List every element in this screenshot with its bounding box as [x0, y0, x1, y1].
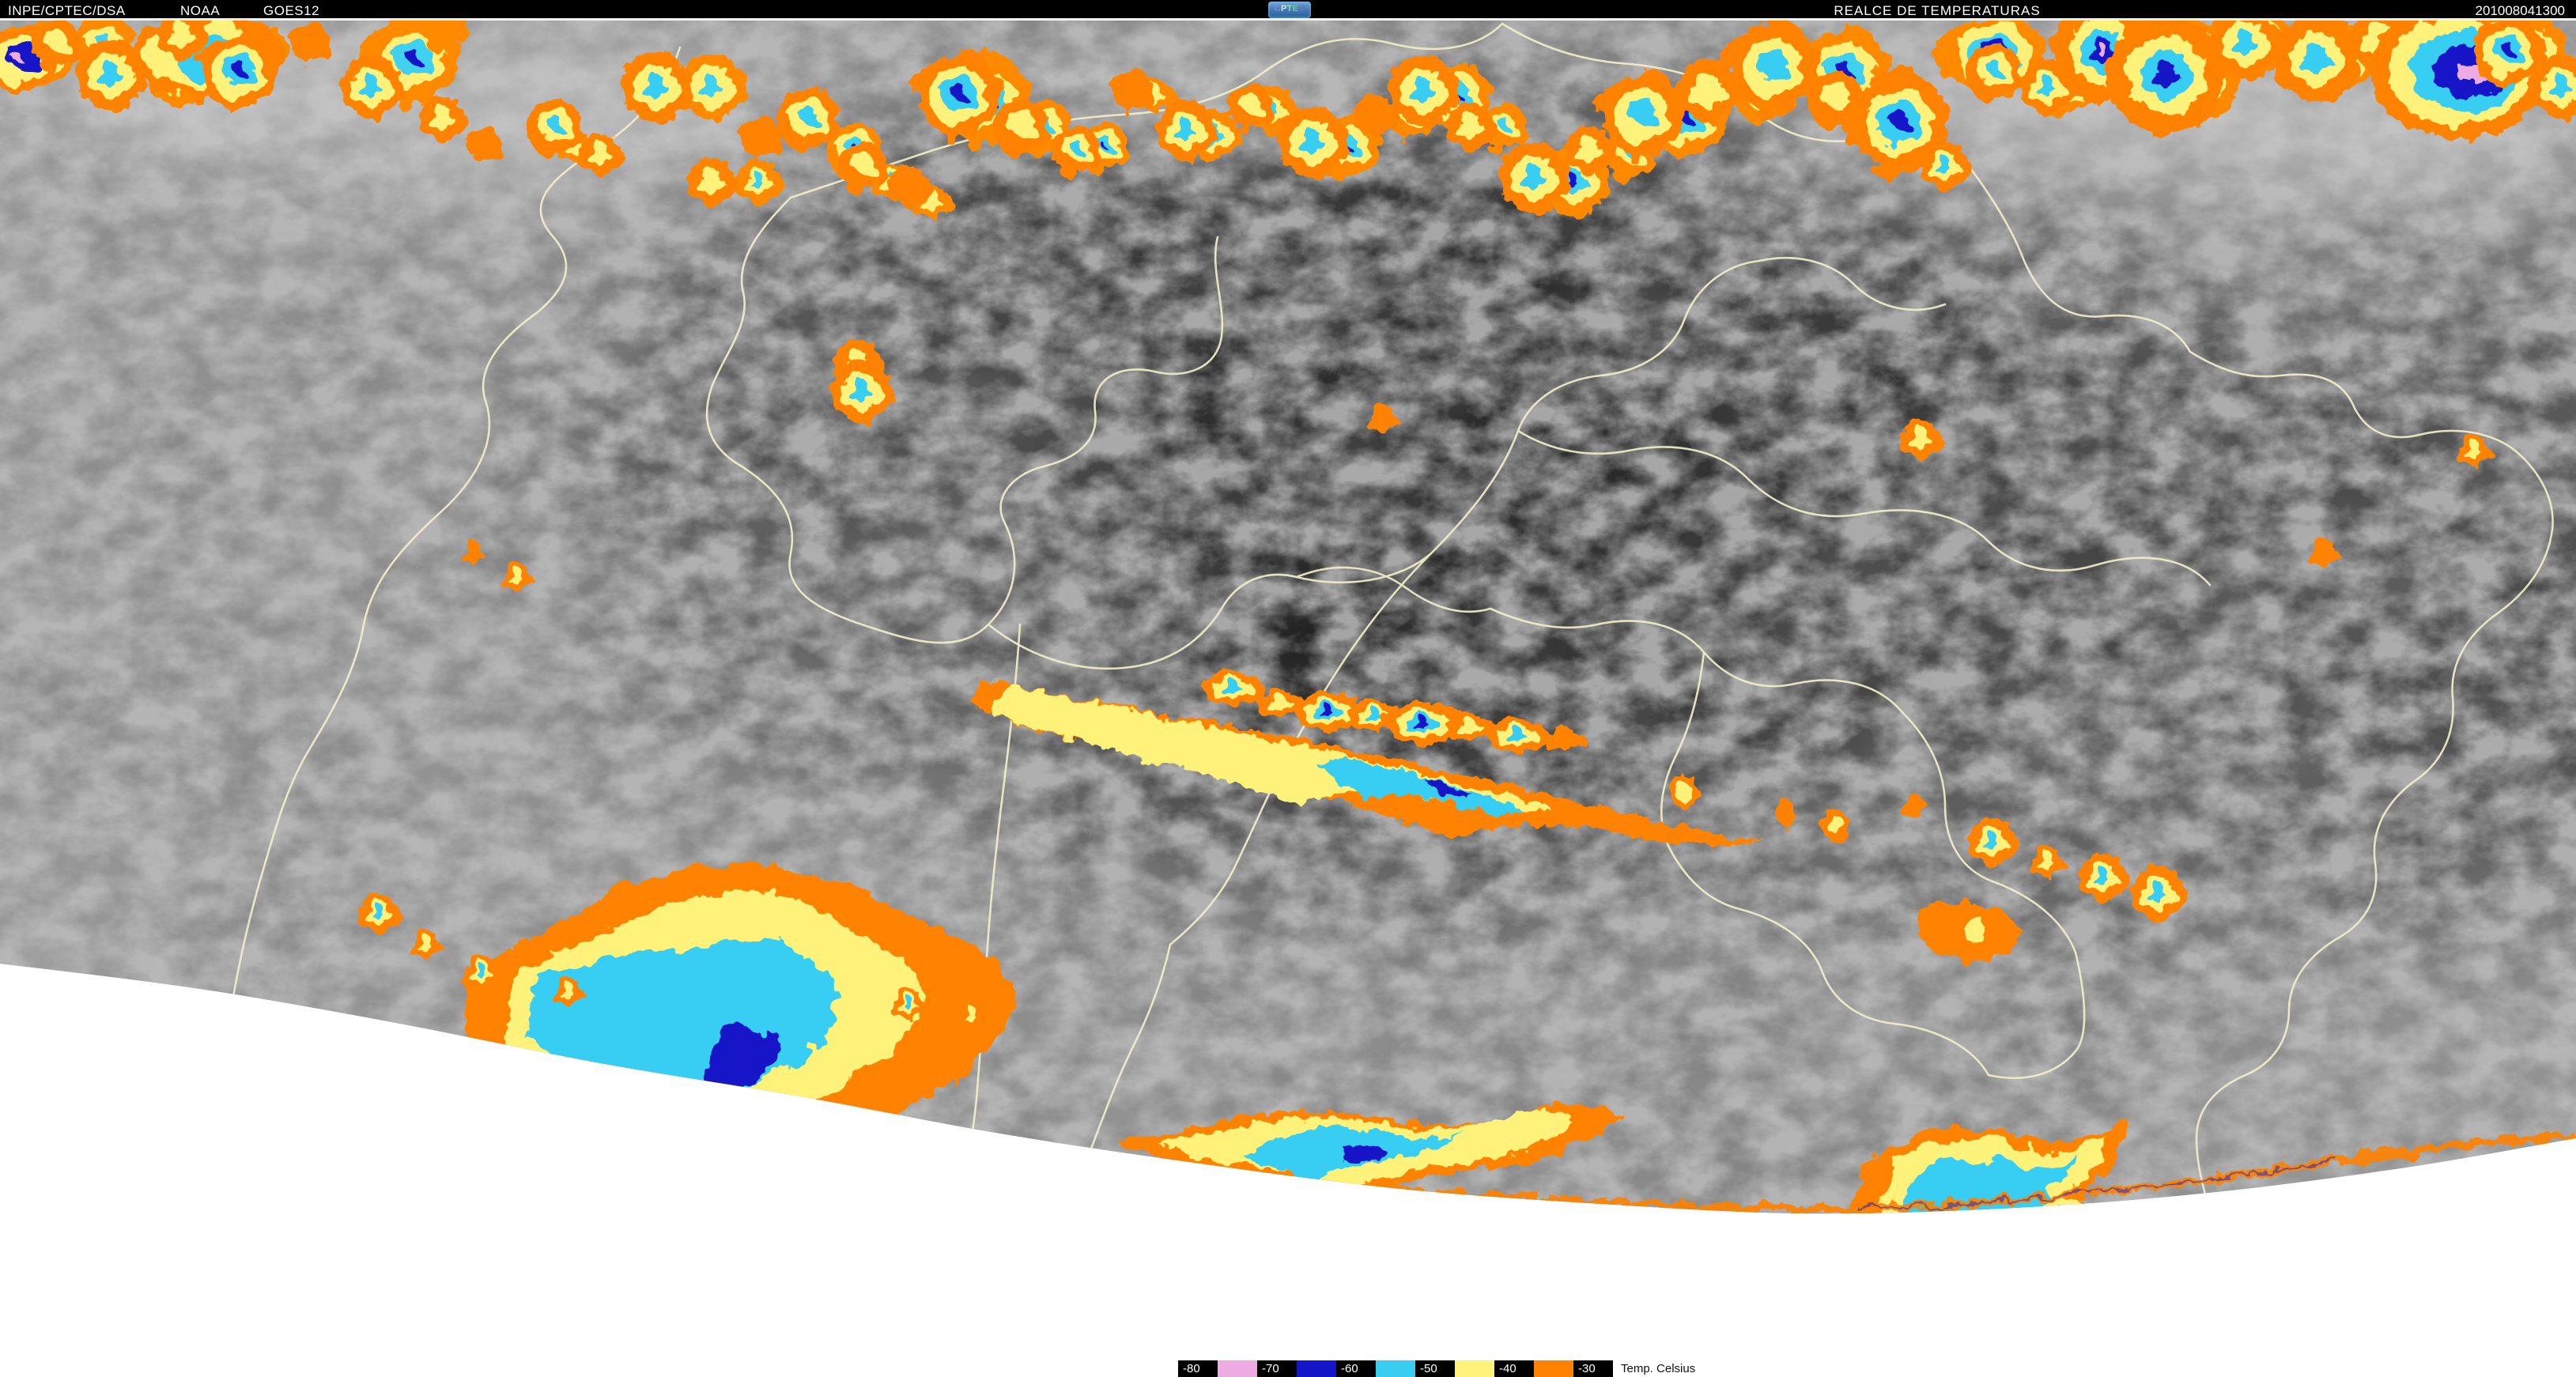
svg-text:Temp. Celsius: Temp. Celsius — [1621, 1362, 1695, 1375]
svg-text:-60: -60 — [1341, 1362, 1358, 1375]
svg-text:-40: -40 — [1499, 1362, 1517, 1375]
svg-text:-70: -70 — [1262, 1362, 1279, 1375]
svg-text:-50: -50 — [1420, 1362, 1437, 1375]
svg-text:-30: -30 — [1578, 1362, 1596, 1375]
svg-text:-80: -80 — [1183, 1362, 1200, 1375]
